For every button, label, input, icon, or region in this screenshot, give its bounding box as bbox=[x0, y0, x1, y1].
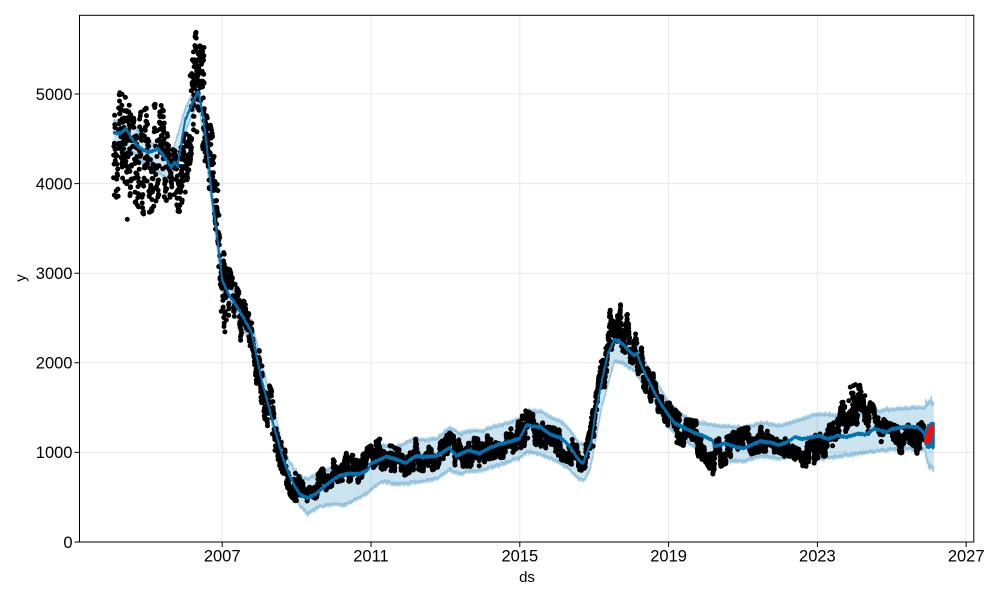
svg-text:2019: 2019 bbox=[650, 548, 687, 566]
svg-text:4000: 4000 bbox=[36, 175, 73, 193]
svg-text:3000: 3000 bbox=[36, 265, 73, 283]
svg-text:y: y bbox=[13, 274, 30, 282]
svg-text:2007: 2007 bbox=[204, 548, 241, 566]
svg-text:2023: 2023 bbox=[799, 548, 836, 566]
svg-text:5000: 5000 bbox=[36, 86, 73, 104]
svg-text:2027: 2027 bbox=[948, 548, 985, 566]
svg-text:ds: ds bbox=[519, 569, 535, 586]
svg-text:0: 0 bbox=[63, 534, 72, 552]
svg-text:2011: 2011 bbox=[353, 548, 388, 566]
svg-text:2015: 2015 bbox=[501, 548, 538, 566]
svg-text:2000: 2000 bbox=[36, 355, 73, 373]
svg-text:1000: 1000 bbox=[36, 444, 73, 462]
